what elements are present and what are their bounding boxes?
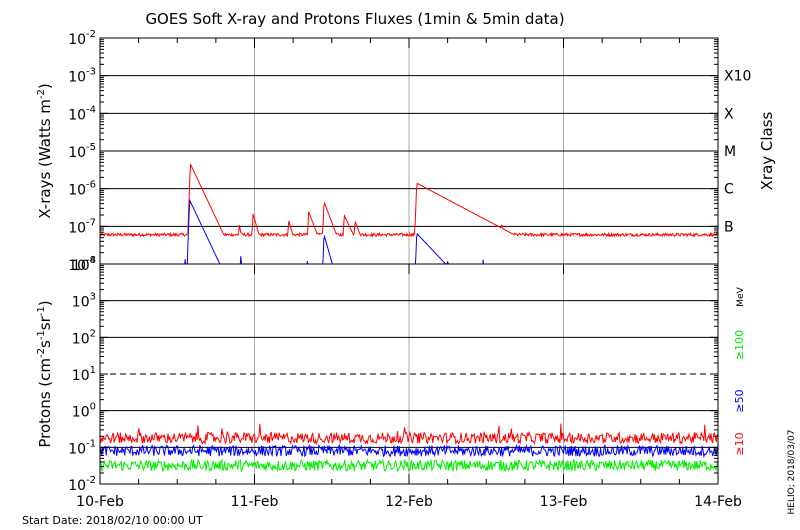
xray-tick-label: 10-8 <box>68 255 96 274</box>
protons-panel: 104 103 102 101 100 10-1 10-2 10-Feb 11-Feb 12-F… <box>36 38 746 510</box>
xray-ylabel-base: X-rays (Watts m <box>36 99 54 219</box>
protons-legend-entry: ≥100 <box>733 330 746 360</box>
x-tick-label: 10-Feb <box>76 494 124 510</box>
protons-series-line-1 <box>99 443 719 459</box>
xray-y-ticks: 10-2 10-3 10-4 10-5 10-6 10-7 10-8 <box>68 29 718 274</box>
xray-gridlines <box>100 38 718 264</box>
xray-short-wavelength-line <box>184 198 485 264</box>
xray-class-label: X <box>724 106 734 122</box>
protons-tick-label: 10-1 <box>68 438 96 457</box>
xray-tick-label: 10-6 <box>68 180 96 199</box>
credit-label: HELIO; 2018/03/07 <box>787 430 797 515</box>
x-tick-label: 11-Feb <box>231 494 279 510</box>
x-tick-label: 13-Feb <box>540 494 588 510</box>
protons-y-ticks: 104 103 102 101 100 10-1 10-2 <box>68 255 718 494</box>
xray-class-label: B <box>724 219 734 235</box>
protons-tick-label: 100 <box>72 402 96 421</box>
xray-tick-label: 10-5 <box>68 142 96 161</box>
xray-ylabel-exp: -2 <box>36 89 47 99</box>
protons-tick-label: 103 <box>72 292 96 311</box>
xray-tick-label: 10-3 <box>68 67 96 86</box>
xray-long-wavelength-line <box>100 162 718 238</box>
x-tick-label: 12-Feb <box>385 494 433 510</box>
xray-class-label: C <box>724 182 734 198</box>
protons-legend: ≥10 ≥50 ≥100 <box>733 330 746 456</box>
protons-gridlines <box>100 264 718 484</box>
xray-series <box>100 162 718 264</box>
xray-y-axis-label: X-rays (Watts m-2) <box>36 83 54 218</box>
x-tick-label: 14-Feb <box>694 494 742 510</box>
protons-unit-label: MeV <box>736 286 746 306</box>
protons-legend-entry: ≥10 <box>733 432 746 455</box>
xray-class-labels: X10 X M C B <box>724 69 751 236</box>
protons-tick-label: 101 <box>72 365 96 384</box>
x-axis-ticks: 10-Feb 11-Feb 12-Feb 13-Feb 14-Feb <box>76 38 742 510</box>
start-date-label: Start Date: 2018/02/10 00:00 UT <box>22 514 203 527</box>
xray-class-label: X10 <box>724 69 751 85</box>
xray-tick-label: 10-2 <box>68 29 96 48</box>
protons-series-line-0 <box>99 423 719 446</box>
protons-y-axis-label: Protons (cm-2s-1sr-1) <box>36 300 54 447</box>
xray-ylabel-end: ) <box>36 83 54 89</box>
protons-tick-label: 104 <box>72 255 96 274</box>
protons-legend-entry: ≥50 <box>733 389 746 412</box>
protons-tick-label: 10-2 <box>68 475 96 494</box>
chart-title: GOES Soft X-ray and Protons Fluxes (1min… <box>145 10 564 28</box>
xray-class-axis-label: Xray Class <box>758 111 776 190</box>
protons-series-line-2 <box>99 458 719 473</box>
protons-tick-label: 102 <box>72 328 96 347</box>
xray-tick-label: 10-4 <box>68 104 96 123</box>
protons-series <box>99 423 719 473</box>
xray-tick-label: 10-7 <box>68 217 96 236</box>
xray-class-label: M <box>724 144 736 160</box>
